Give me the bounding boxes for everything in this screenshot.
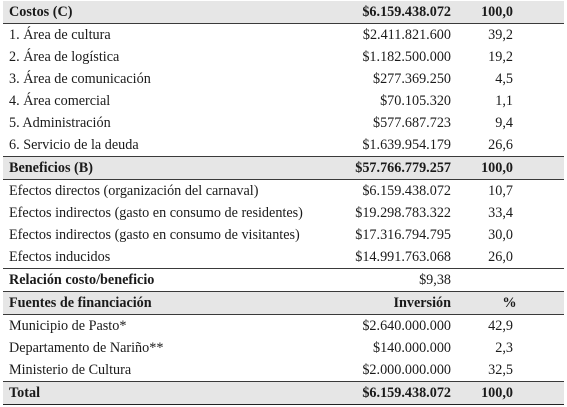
table-row: 1. Área de cultura $2.411.821.600 39,2 bbox=[3, 24, 564, 47]
ratio-label: Relación costo/beneficio bbox=[3, 268, 329, 292]
funding-header-label: Fuentes de financiación bbox=[3, 291, 329, 315]
table-row: 2. Área de logística $1.182.500.000 19,2 bbox=[3, 46, 564, 68]
table-row: 6. Servicio de la deuda $1.639.954.179 2… bbox=[3, 134, 564, 157]
row-pct: 10,7 bbox=[488, 183, 513, 199]
table-row: Municipio de Pasto* $2.640.000.000 42,9 bbox=[3, 315, 564, 338]
total-amount: $6.159.438.072 bbox=[329, 381, 457, 405]
row-label: 2. Área de logística bbox=[9, 49, 120, 65]
row-pct: 9,4 bbox=[495, 115, 513, 131]
row-amount: $17.316.794.795 bbox=[355, 227, 451, 243]
table-row: Efectos inducidos $14.991.763.068 26,0 bbox=[3, 246, 564, 269]
row-amount: $140.000.000 bbox=[372, 340, 451, 356]
row-amount: $2.640.000.000 bbox=[362, 318, 451, 334]
ratio-empty-cell bbox=[457, 268, 564, 292]
table-row: Ministerio de Cultura $2.000.000.000 32,… bbox=[3, 359, 564, 382]
row-label: 3. Área de comunicación bbox=[9, 71, 151, 87]
table-row: Departamento de Nariño** $140.000.000 2,… bbox=[3, 337, 564, 359]
funding-header-amount: Inversión bbox=[329, 291, 457, 315]
ratio-row: Relación costo/beneficio $9,38 bbox=[3, 268, 564, 292]
cost-benefit-table: Costos (C) $6.159.438.072 100,0 1. Área … bbox=[3, 1, 564, 405]
row-amount: $2.411.821.600 bbox=[362, 27, 451, 43]
row-label: Efectos indirectos (gasto en consumo de … bbox=[9, 227, 300, 243]
row-pct: 32,5 bbox=[457, 359, 564, 382]
row-pct: 19,2 bbox=[488, 49, 513, 65]
row-amount: $277.369.250 bbox=[372, 71, 451, 87]
row-label: Efectos indirectos (gasto en consumo de … bbox=[9, 205, 303, 221]
row-label: 5. Administración bbox=[9, 115, 111, 131]
benefits-header-row: Beneficios (B) $57.766.779.257 100,0 bbox=[3, 156, 564, 180]
table-row: 3. Área de comunicación $277.369.250 4,5 bbox=[3, 68, 564, 90]
table-row: 4. Área comercial $70.105.320 1,1 bbox=[3, 90, 564, 112]
table-row: 5. Administración $577.687.723 9,4 bbox=[3, 112, 564, 134]
funding-header-row: Fuentes de financiación Inversión % bbox=[3, 291, 564, 315]
row-label: Departamento de Nariño** bbox=[9, 340, 164, 356]
row-pct: 26,0 bbox=[488, 249, 513, 265]
row-amount: $2.000.000.000 bbox=[329, 359, 457, 382]
row-label: Ministerio de Cultura bbox=[3, 359, 329, 382]
row-pct: 30,0 bbox=[488, 227, 513, 243]
row-pct: 33,4 bbox=[488, 205, 513, 221]
benefits-header-pct: 100,0 bbox=[457, 156, 564, 180]
row-label: Efectos inducidos bbox=[9, 249, 111, 265]
table-row: Efectos indirectos (gasto en consumo de … bbox=[3, 224, 564, 246]
row-pct: 1,1 bbox=[495, 93, 513, 109]
row-amount: $1.182.500.000 bbox=[362, 49, 451, 65]
row-label: 1. Área de cultura bbox=[9, 27, 111, 43]
row-amount: $14.991.763.068 bbox=[355, 249, 451, 265]
costs-header-label: Costos (C) bbox=[3, 1, 329, 24]
row-amount: $70.105.320 bbox=[380, 93, 451, 109]
row-label: Efectos directos (organización del carna… bbox=[9, 183, 259, 199]
row-label: Municipio de Pasto* bbox=[9, 318, 127, 334]
row-pct: 26,6 bbox=[488, 137, 513, 153]
row-amount: $6.159.438.072 bbox=[362, 183, 451, 199]
costs-header-row: Costos (C) $6.159.438.072 100,0 bbox=[3, 1, 564, 24]
row-pct: 2,3 bbox=[495, 340, 513, 356]
row-amount: $577.687.723 bbox=[372, 115, 451, 131]
row-amount: $19.298.783.322 bbox=[355, 205, 451, 221]
funding-header-pct: % bbox=[457, 291, 564, 315]
row-pct: 39,2 bbox=[488, 27, 513, 43]
table-row: Efectos directos (organización del carna… bbox=[3, 180, 564, 203]
total-row: Total $6.159.438.072 100,0 bbox=[3, 381, 564, 405]
costs-header-pct: 100,0 bbox=[457, 1, 564, 24]
row-pct: 42,9 bbox=[488, 318, 513, 334]
row-amount: $1.639.954.179 bbox=[362, 137, 451, 153]
total-label: Total bbox=[3, 381, 329, 405]
total-pct: 100,0 bbox=[457, 381, 564, 405]
row-pct: 4,5 bbox=[495, 71, 513, 87]
table-row: Efectos indirectos (gasto en consumo de … bbox=[3, 202, 564, 224]
row-label: 6. Servicio de la deuda bbox=[9, 137, 139, 153]
benefits-header-amount: $57.766.779.257 bbox=[329, 156, 457, 180]
row-label: 4. Área comercial bbox=[9, 93, 111, 109]
costs-header-amount: $6.159.438.072 bbox=[329, 1, 457, 24]
ratio-value: $9,38 bbox=[329, 268, 457, 292]
benefits-header-label: Beneficios (B) bbox=[3, 156, 329, 180]
